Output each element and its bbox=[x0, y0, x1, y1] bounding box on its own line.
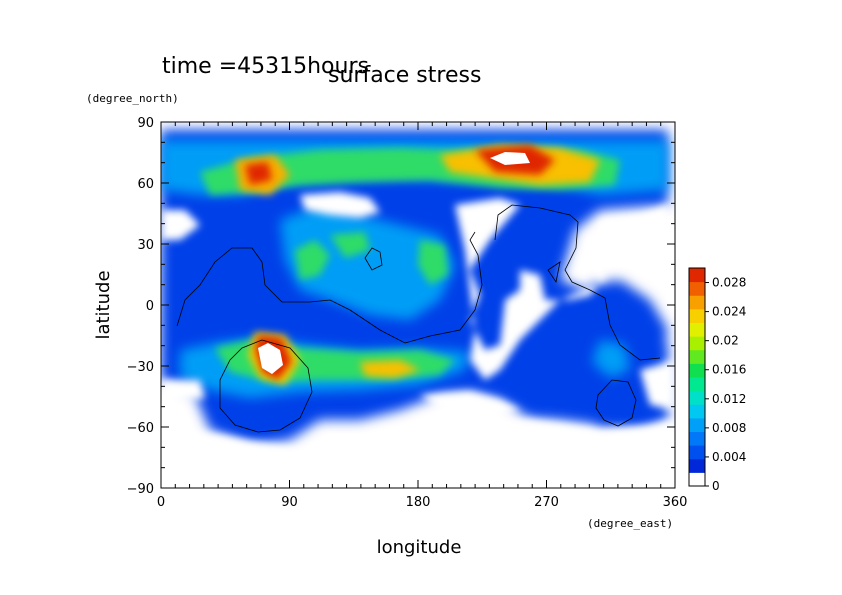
colorbar-swatch bbox=[689, 363, 705, 378]
y-tick-label: −60 bbox=[127, 421, 154, 436]
colorbar-swatch bbox=[689, 445, 705, 460]
colorbar-swatch bbox=[689, 417, 705, 432]
colorbar-tick-label: 0 bbox=[712, 479, 720, 493]
outline-africa-west bbox=[176, 231, 483, 344]
heatmap-field bbox=[161, 122, 675, 488]
colorbar-tick-label: 0.016 bbox=[712, 363, 746, 377]
outline-continent-sw bbox=[595, 379, 637, 427]
colorbar-swatch bbox=[689, 458, 705, 473]
y-axis-title: latitude bbox=[93, 270, 114, 339]
saturated-core-north bbox=[490, 152, 530, 165]
x-unit-label: (degree_east) bbox=[587, 517, 673, 530]
colorbar-swatch bbox=[689, 281, 705, 296]
colorbar-swatch bbox=[689, 322, 705, 337]
y-tick-label: 60 bbox=[137, 177, 154, 192]
colorbar-swatch bbox=[689, 308, 705, 323]
chart-title: surface stress bbox=[328, 63, 481, 88]
colorbar-swatch bbox=[689, 268, 705, 283]
x-tick-label: 90 bbox=[281, 495, 298, 510]
colorbar-tick-label: 0.012 bbox=[712, 392, 746, 406]
colorbar-tick-label: 0.024 bbox=[712, 305, 746, 319]
y-unit-label: (degree_north) bbox=[86, 92, 179, 105]
y-tick-label: −90 bbox=[127, 482, 154, 497]
outline-continent-east bbox=[494, 204, 661, 361]
y-tick-label: −30 bbox=[127, 360, 154, 375]
low-stress-gaps bbox=[161, 192, 675, 488]
x-tick-label: 0 bbox=[157, 495, 165, 510]
time-label: time =45315hours bbox=[162, 54, 369, 79]
x-tick-label: 270 bbox=[534, 495, 559, 510]
colorbar-swatch bbox=[689, 377, 705, 392]
colorbar-swatch bbox=[689, 404, 705, 419]
saturated-core-south bbox=[258, 343, 283, 374]
y-tick-label: 0 bbox=[146, 299, 154, 314]
x-axis-title: longitude bbox=[377, 537, 462, 558]
colorbar-tick-label: 0.004 bbox=[712, 450, 746, 464]
colorbar-tick-label: 0.028 bbox=[712, 276, 746, 290]
colorbar-swatch bbox=[689, 349, 705, 364]
outline-island-a bbox=[364, 247, 383, 271]
colorbar-tick-label: 0.008 bbox=[712, 421, 746, 435]
outline-continent-east-inner bbox=[547, 261, 561, 284]
colorbar-swatch bbox=[689, 295, 705, 310]
x-tick-label: 360 bbox=[663, 495, 688, 510]
continent-outlines bbox=[176, 204, 661, 433]
colorbar: 0.028 0.024 0.02 0.016 0.012 0.008 0.004 0 bbox=[688, 267, 746, 493]
x-tick-label: 180 bbox=[406, 495, 431, 510]
y-tick-label: 30 bbox=[137, 238, 154, 253]
x-axis: 0 90 180 270 360 bbox=[157, 122, 688, 510]
colorbar-swatch bbox=[689, 390, 705, 405]
colorbar-swatch bbox=[689, 431, 705, 446]
colorbar-tick-label: 0.02 bbox=[712, 334, 739, 348]
y-axis: 90 60 30 0 −30 −60 −90 bbox=[127, 116, 675, 497]
colorbar-frame bbox=[688, 267, 706, 487]
colorbar-swatch bbox=[689, 472, 705, 487]
y-tick-label: 90 bbox=[137, 116, 154, 131]
colorbar-swatch bbox=[689, 336, 705, 351]
outline-continent-south bbox=[219, 339, 313, 433]
